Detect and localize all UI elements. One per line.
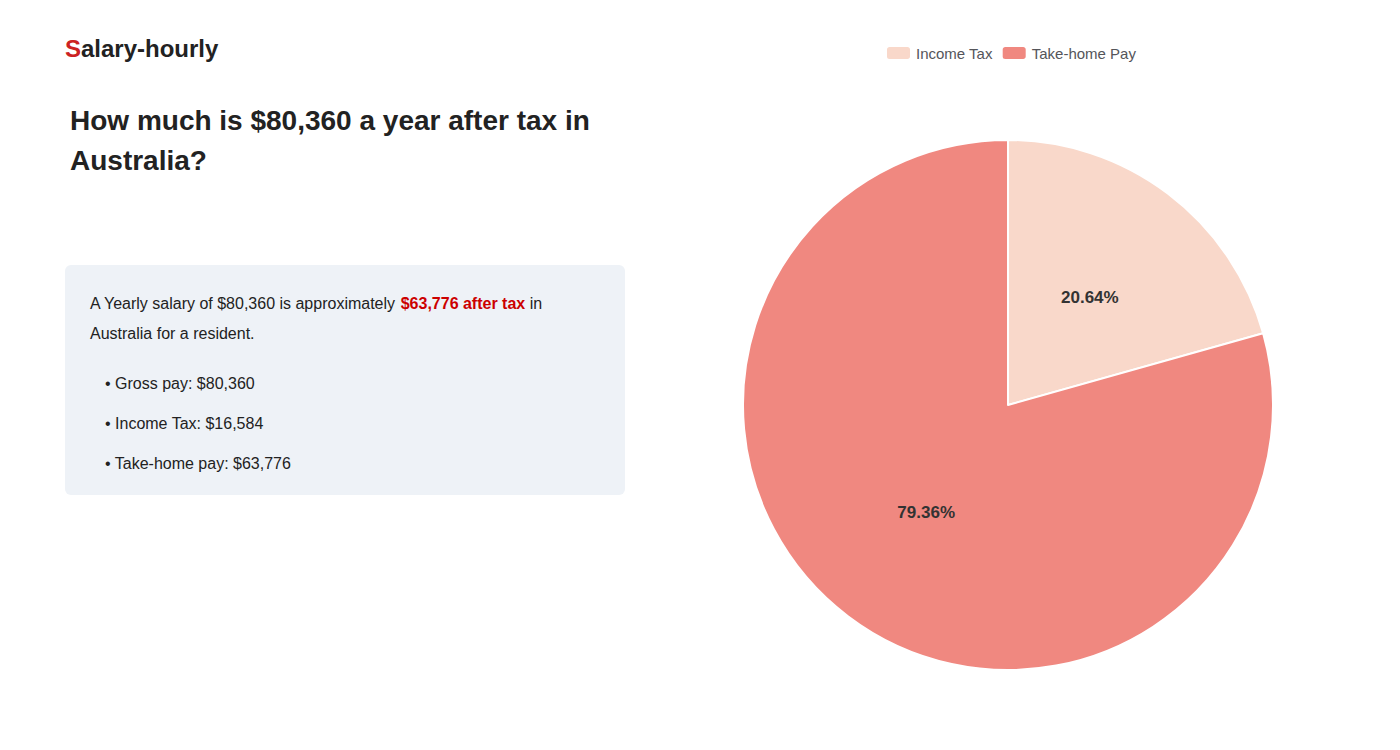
- svg-text:Income Tax: Income Tax: [916, 45, 993, 62]
- svg-text:• Income Tax: $16,584: • Income Tax: $16,584: [105, 415, 263, 432]
- svg-text:$63,776 after tax: $63,776 after tax: [401, 295, 526, 312]
- svg-text:Take-home Pay: Take-home Pay: [1032, 45, 1137, 62]
- svg-text:S: S: [65, 35, 81, 62]
- svg-text:79.36%: 79.36%: [897, 503, 955, 522]
- svg-text:Australia?: Australia?: [70, 145, 207, 176]
- svg-text:How much is $80,360 a year aft: How much is $80,360 a year after tax in: [70, 105, 590, 136]
- svg-text:in: in: [525, 295, 542, 312]
- svg-text:• Take-home pay: $63,776: • Take-home pay: $63,776: [105, 455, 291, 472]
- svg-text:A Yearly salary of $80,360 is: A Yearly salary of $80,360 is approximat…: [90, 295, 400, 312]
- svg-text:alary-hourly: alary-hourly: [81, 35, 219, 62]
- svg-text:20.64%: 20.64%: [1061, 288, 1119, 307]
- svg-text:• Gross pay: $80,360: • Gross pay: $80,360: [105, 375, 255, 392]
- svg-text:Australia for a resident.: Australia for a resident.: [90, 325, 255, 342]
